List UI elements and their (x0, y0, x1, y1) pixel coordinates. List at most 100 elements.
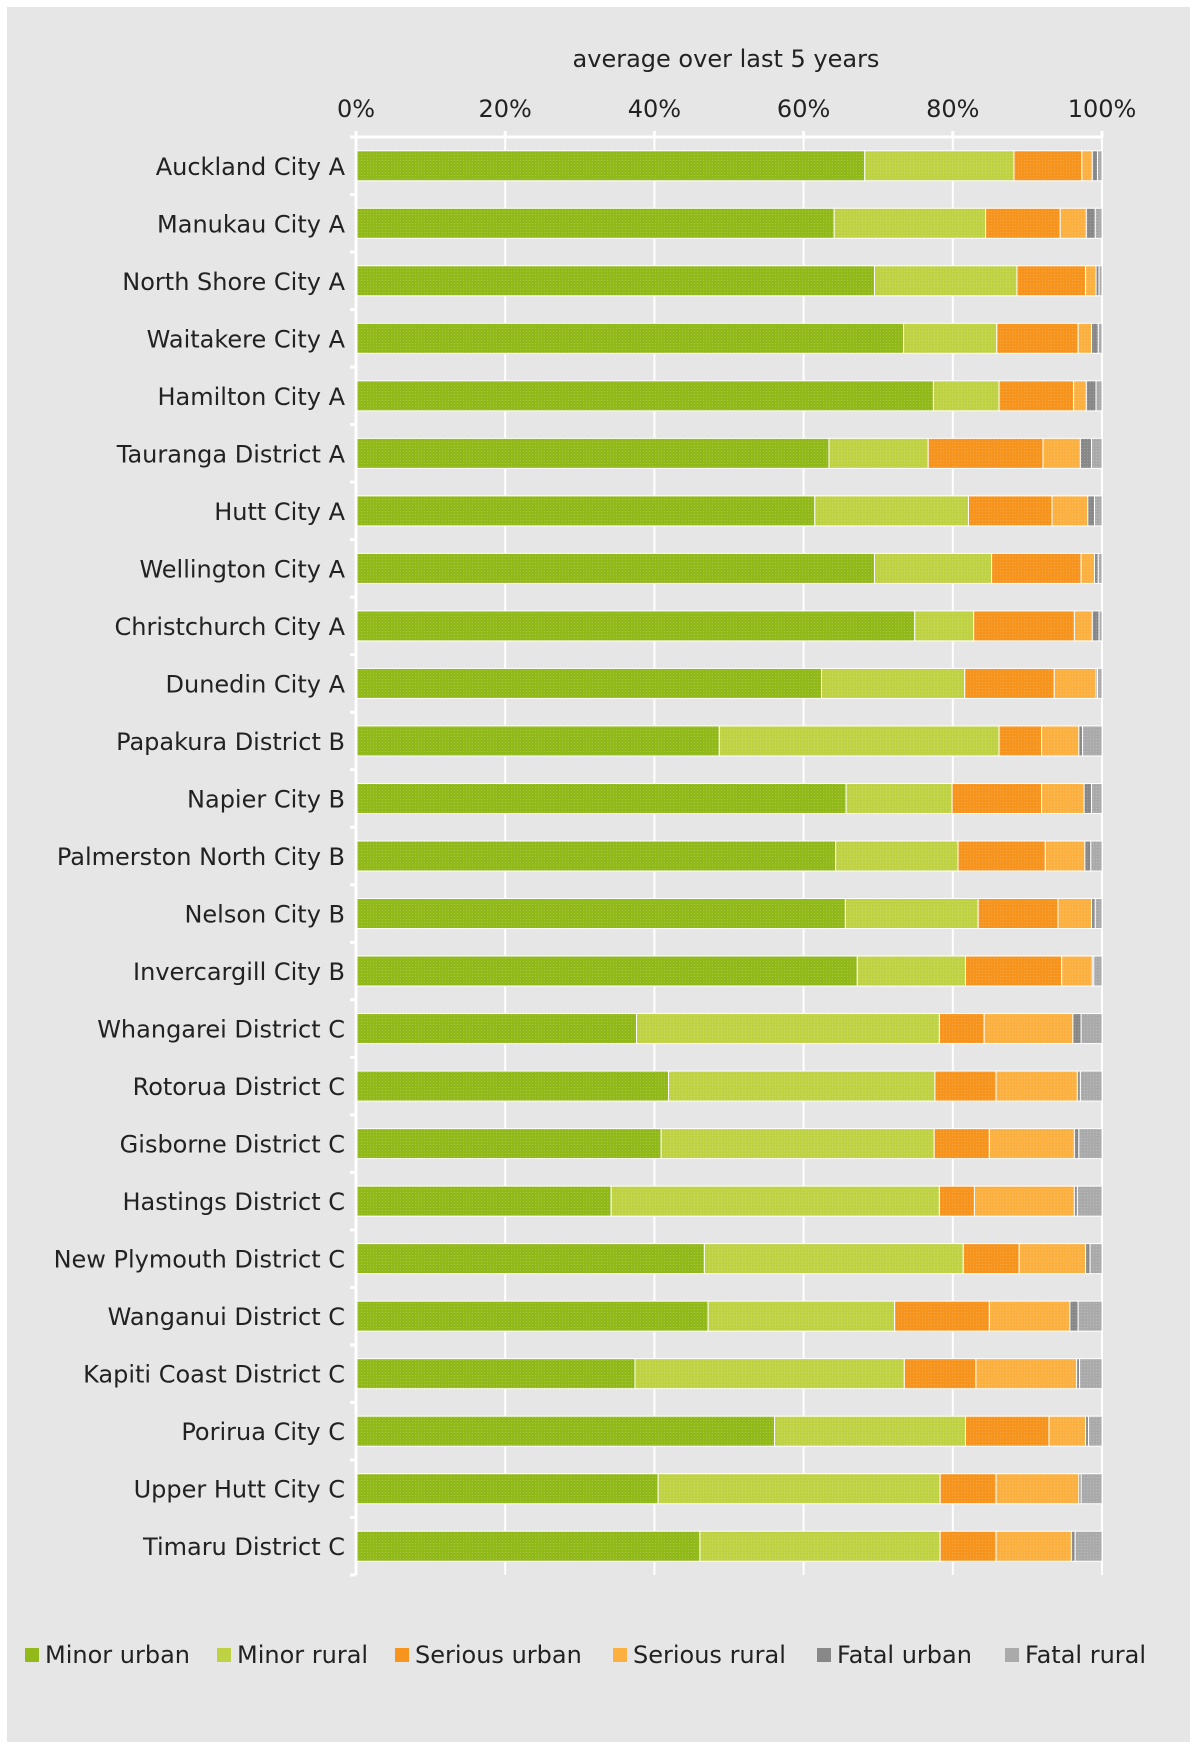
bar-segment-texture (1077, 1071, 1081, 1102)
category-label: Timaru District C (142, 1533, 345, 1561)
bar-segment-texture (914, 610, 974, 641)
category-label: Rotorua District C (133, 1073, 345, 1101)
legend-swatch (217, 1648, 231, 1662)
bar-segment-texture (968, 495, 1053, 526)
bar-segment-texture (1081, 1013, 1102, 1044)
bar-segment-texture (1076, 1358, 1080, 1389)
x-tick-label: 0% (337, 95, 375, 123)
bar-segment-texture (356, 1186, 612, 1217)
bar-segment-texture (1085, 265, 1097, 296)
bar-segment-texture (996, 1531, 1072, 1562)
bar-segment-texture (1057, 898, 1092, 929)
bar-segment-texture (1074, 610, 1093, 641)
bar-segment-texture (356, 1071, 669, 1102)
bar-segment-texture (940, 1473, 997, 1504)
legend-label: Serious urban (415, 1641, 582, 1669)
bar-segment-texture (356, 1013, 637, 1044)
x-tick-label: 40% (628, 95, 681, 123)
bar-segment-texture (904, 1358, 976, 1389)
bar-segment-texture (1092, 610, 1100, 641)
bar-segment-texture (1096, 265, 1100, 296)
bar-segment-texture (708, 1301, 895, 1332)
bar-segment-texture (356, 668, 822, 699)
bar-segment-texture (1095, 208, 1102, 239)
bar-segment-texture (635, 1358, 905, 1389)
category-label: Hutt City A (214, 498, 345, 526)
bar-segment-texture (356, 553, 875, 584)
legend-swatch (395, 1648, 409, 1662)
chart-panel: 0% 20% 40% 60% 80% 100% Auckland City A Manukau… (7, 7, 1190, 1742)
x-tick-label: 80% (926, 95, 979, 123)
bar-segment-texture (989, 1301, 1070, 1332)
bar-segment-texture (356, 1473, 659, 1504)
legend-swatch (613, 1648, 627, 1662)
legend-label: Fatal urban (837, 1641, 972, 1669)
bar-segment-texture (821, 668, 965, 699)
category-label: New Plymouth District C (54, 1246, 345, 1274)
bar-segment-texture (934, 1128, 990, 1159)
legend-label: Serious rural (633, 1641, 786, 1669)
bar-segment-texture (1082, 725, 1102, 756)
bar-segment-texture (1077, 1186, 1102, 1217)
bar-segment-texture (356, 1243, 705, 1274)
bar-segment-texture (1092, 956, 1094, 987)
bar-segment-texture (356, 1358, 636, 1389)
bar-segment-texture (774, 1416, 966, 1447)
bar-segment-texture (996, 1473, 1079, 1504)
bar-segment-texture (1097, 668, 1102, 699)
bar-segment-texture (356, 1416, 775, 1447)
bar-segment-texture (1041, 783, 1085, 814)
bar-segment-texture (1016, 265, 1086, 296)
bar-segment-texture (611, 1186, 940, 1217)
bar-segment-texture (1079, 1358, 1102, 1389)
bar-segment-texture (1078, 725, 1083, 756)
bar-segment-texture (356, 495, 815, 526)
bar-segment-texture (940, 1531, 997, 1562)
bar-segment-texture (963, 1243, 1020, 1274)
bar-segment-texture (1074, 1128, 1079, 1159)
bar-segment-texture (704, 1243, 964, 1274)
bar-segment-texture (356, 323, 904, 354)
bar-segment-texture (658, 1473, 941, 1504)
category-label: Dunedin City A (166, 670, 346, 698)
x-axis-title: average over last 5 years (573, 45, 880, 73)
bar-segment-texture (1098, 553, 1102, 584)
bar-segment-texture (999, 725, 1042, 756)
bar-segment-texture (1072, 1013, 1082, 1044)
bar-segment-texture (1073, 380, 1087, 411)
bar-segment-texture (814, 495, 969, 526)
bar-segment-texture (1081, 1473, 1102, 1504)
bar-segment-texture (834, 208, 986, 239)
category-label: Upper Hutt City C (134, 1476, 345, 1504)
bar-segment-texture (978, 898, 1058, 929)
bar-segment-texture (1049, 1416, 1086, 1447)
category-label: North Shore City A (122, 268, 345, 296)
bar-segment-texture (1052, 495, 1088, 526)
category-label: Wellington City A (139, 555, 345, 583)
category-label: Kapiti Coast District C (83, 1361, 345, 1389)
category-label: Tauranga District A (116, 440, 346, 468)
bar-segment-texture (934, 1071, 997, 1102)
category-label: Invercargill City B (133, 958, 345, 986)
bar-segment-texture (828, 438, 929, 469)
bar-segment-texture (1013, 150, 1082, 181)
bar-segment-texture (356, 898, 846, 929)
bar-segment-texture (1092, 150, 1098, 181)
bar-segment-texture (974, 1186, 1075, 1217)
bar-segment-texture (1091, 898, 1096, 929)
x-tick-label: 20% (479, 95, 532, 123)
bar-segment-texture (965, 956, 1062, 987)
bar-segment-texture (356, 725, 720, 756)
legend-swatch (25, 1648, 39, 1662)
bar-segment-texture (1099, 610, 1102, 641)
bar-segment-texture (928, 438, 1044, 469)
bar-segment-texture (1074, 1186, 1078, 1217)
bar-segment-texture (1081, 553, 1095, 584)
bars (355, 150, 1103, 1562)
bar-segment-texture (661, 1128, 935, 1159)
bar-segment-texture (1094, 553, 1099, 584)
bar-segment-texture (1093, 956, 1102, 987)
bar-segment-texture (857, 956, 966, 987)
bar-segment-texture (1091, 323, 1099, 354)
bar-segment-texture (1086, 208, 1096, 239)
